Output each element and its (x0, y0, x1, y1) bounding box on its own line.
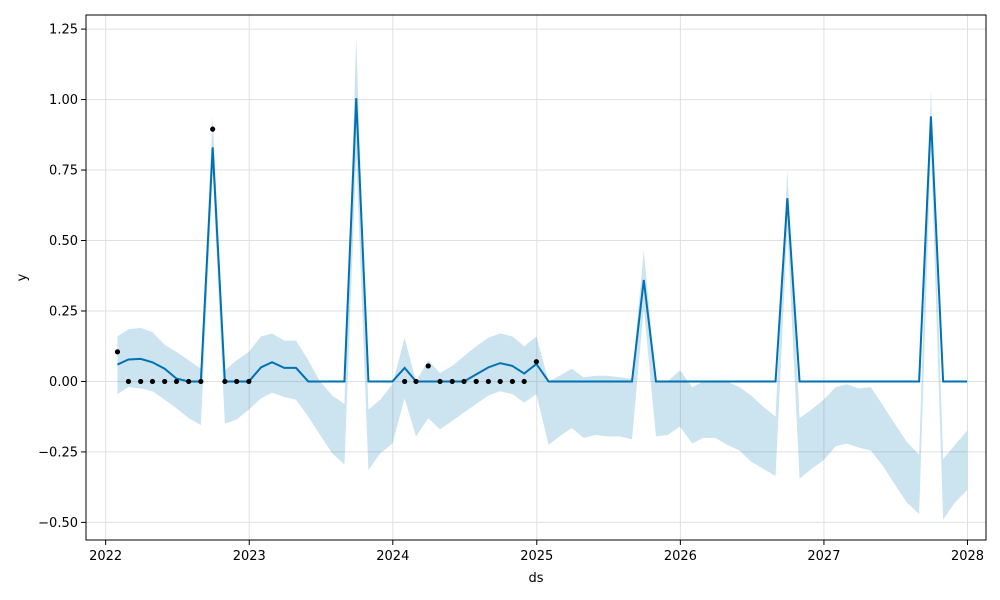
observed-point (173, 378, 180, 385)
x-tick-label: 2023 (233, 549, 266, 564)
x-axis-ticks: 2022 2023 2024 2025 2026 2027 2028 (89, 540, 984, 564)
observed-point (138, 378, 144, 385)
y-tick-label: 1.00 (49, 93, 78, 108)
observed-point (485, 378, 492, 385)
y-tick-label: 0.75 (49, 164, 78, 179)
observed-point (114, 349, 121, 355)
x-tick-label: 2026 (664, 549, 697, 564)
y-tick-label: 1.25 (49, 23, 78, 38)
observed-point (125, 378, 132, 385)
x-tick-label: 2027 (807, 549, 840, 564)
observed-point (413, 378, 419, 385)
forecast-line (117, 98, 968, 383)
x-tick-label: 2022 (89, 549, 122, 564)
observed-point (521, 378, 527, 385)
observed-point (497, 378, 503, 385)
y-axis-label: y (15, 273, 30, 281)
x-axis-label: ds (528, 571, 543, 586)
observed-points (114, 126, 539, 385)
observed-point (509, 378, 515, 385)
observed-point (186, 378, 192, 385)
observed-point (210, 126, 216, 132)
y-tick-label: −0.50 (38, 516, 78, 531)
observed-point (162, 378, 168, 385)
observed-point (222, 378, 228, 385)
x-tick-label: 2028 (951, 549, 984, 564)
y-tick-label: 0.50 (49, 234, 78, 249)
observed-point (234, 378, 240, 385)
observed-point (149, 378, 156, 385)
observed-point (246, 378, 252, 385)
observed-point (198, 378, 204, 385)
x-tick-label: 2024 (376, 549, 409, 564)
y-tick-label: −0.25 (38, 445, 78, 460)
observed-point (533, 359, 539, 365)
observed-point (473, 378, 479, 385)
observed-point (437, 378, 443, 385)
observed-point (449, 378, 455, 385)
plot-frame (85, 14, 987, 541)
y-axis-ticks: −0.50 −0.25 0.00 0.25 0.50 0.75 1.00 1.25 (38, 23, 86, 531)
x-tick-label: 2025 (520, 549, 553, 564)
observed-point (425, 363, 431, 369)
y-tick-label: 0.00 (49, 375, 78, 390)
observed-point (402, 378, 408, 385)
y-tick-label: 0.25 (49, 304, 78, 319)
uncertainty-band (117, 37, 968, 520)
observed-point (461, 378, 467, 385)
